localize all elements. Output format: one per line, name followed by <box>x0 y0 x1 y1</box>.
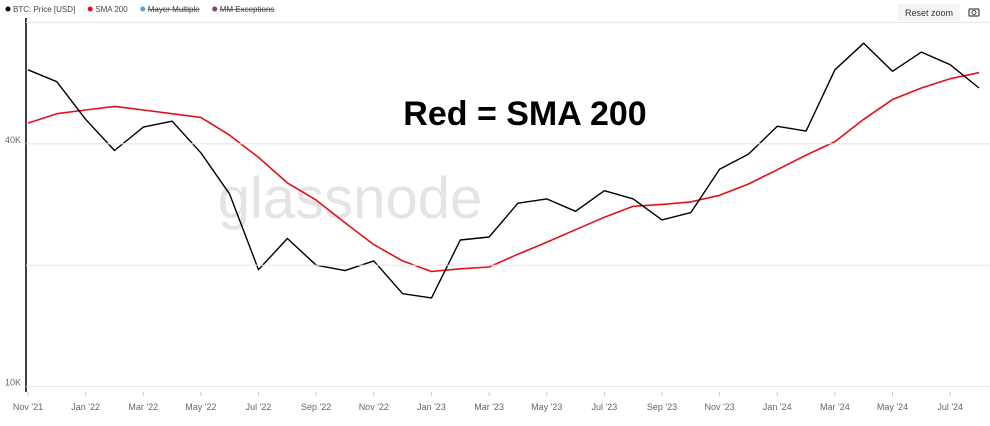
x-tick-label: May '23 <box>531 402 562 412</box>
x-tick-label: May '24 <box>877 402 908 412</box>
x-tick-label: Mar '22 <box>128 402 158 412</box>
x-tick-label: Nov '23 <box>705 402 735 412</box>
legend-marker <box>140 6 146 12</box>
series-line <box>27 42 980 299</box>
x-tick-label: Nov '21 <box>13 402 43 412</box>
y-tick-label: 10K <box>5 378 21 388</box>
legend-marker <box>5 6 11 12</box>
x-tick-label: Mar '23 <box>474 402 504 412</box>
reset-zoom-label[interactable]: Reset zoom <box>905 8 953 18</box>
camera-lens[interactable] <box>971 10 977 15</box>
y-tick-label: 40K <box>5 135 21 145</box>
x-tick-label: May '22 <box>185 402 216 412</box>
watermark: glassnode <box>218 166 482 231</box>
x-tick-label: Jan '22 <box>71 402 100 412</box>
camera-body[interactable] <box>968 8 980 17</box>
camera-icon[interactable] <box>968 8 980 17</box>
legend-marker <box>212 6 218 12</box>
legend: BTC: Price [USD] SMA 200 Mayer Multiple MM … <box>5 5 275 14</box>
legend-label[interactable]: BTC: Price [USD] <box>13 5 75 14</box>
legend-marker <box>87 6 93 12</box>
x-tick-label: Sep '22 <box>301 402 331 412</box>
legend-label[interactable]: MM Exceptions <box>220 5 275 14</box>
x-tick-label: Jan '24 <box>763 402 792 412</box>
x-tick-label: Jul '22 <box>246 402 272 412</box>
x-tick-label: Jul '24 <box>937 402 963 412</box>
x-tick-label: Jul '23 <box>591 402 617 412</box>
legend-label[interactable]: SMA 200 <box>95 5 128 14</box>
reset-zoom-button[interactable] <box>898 4 960 21</box>
x-tick-label: Nov '22 <box>359 402 389 412</box>
x-tick-label: Mar '24 <box>820 402 850 412</box>
series-line <box>27 71 980 273</box>
x-tick-label: Sep '23 <box>647 402 677 412</box>
annotation: Red = SMA 200 <box>403 95 646 133</box>
x-tick-label: Jan '23 <box>417 402 446 412</box>
legend-label[interactable]: Mayer Multiple <box>148 5 201 14</box>
